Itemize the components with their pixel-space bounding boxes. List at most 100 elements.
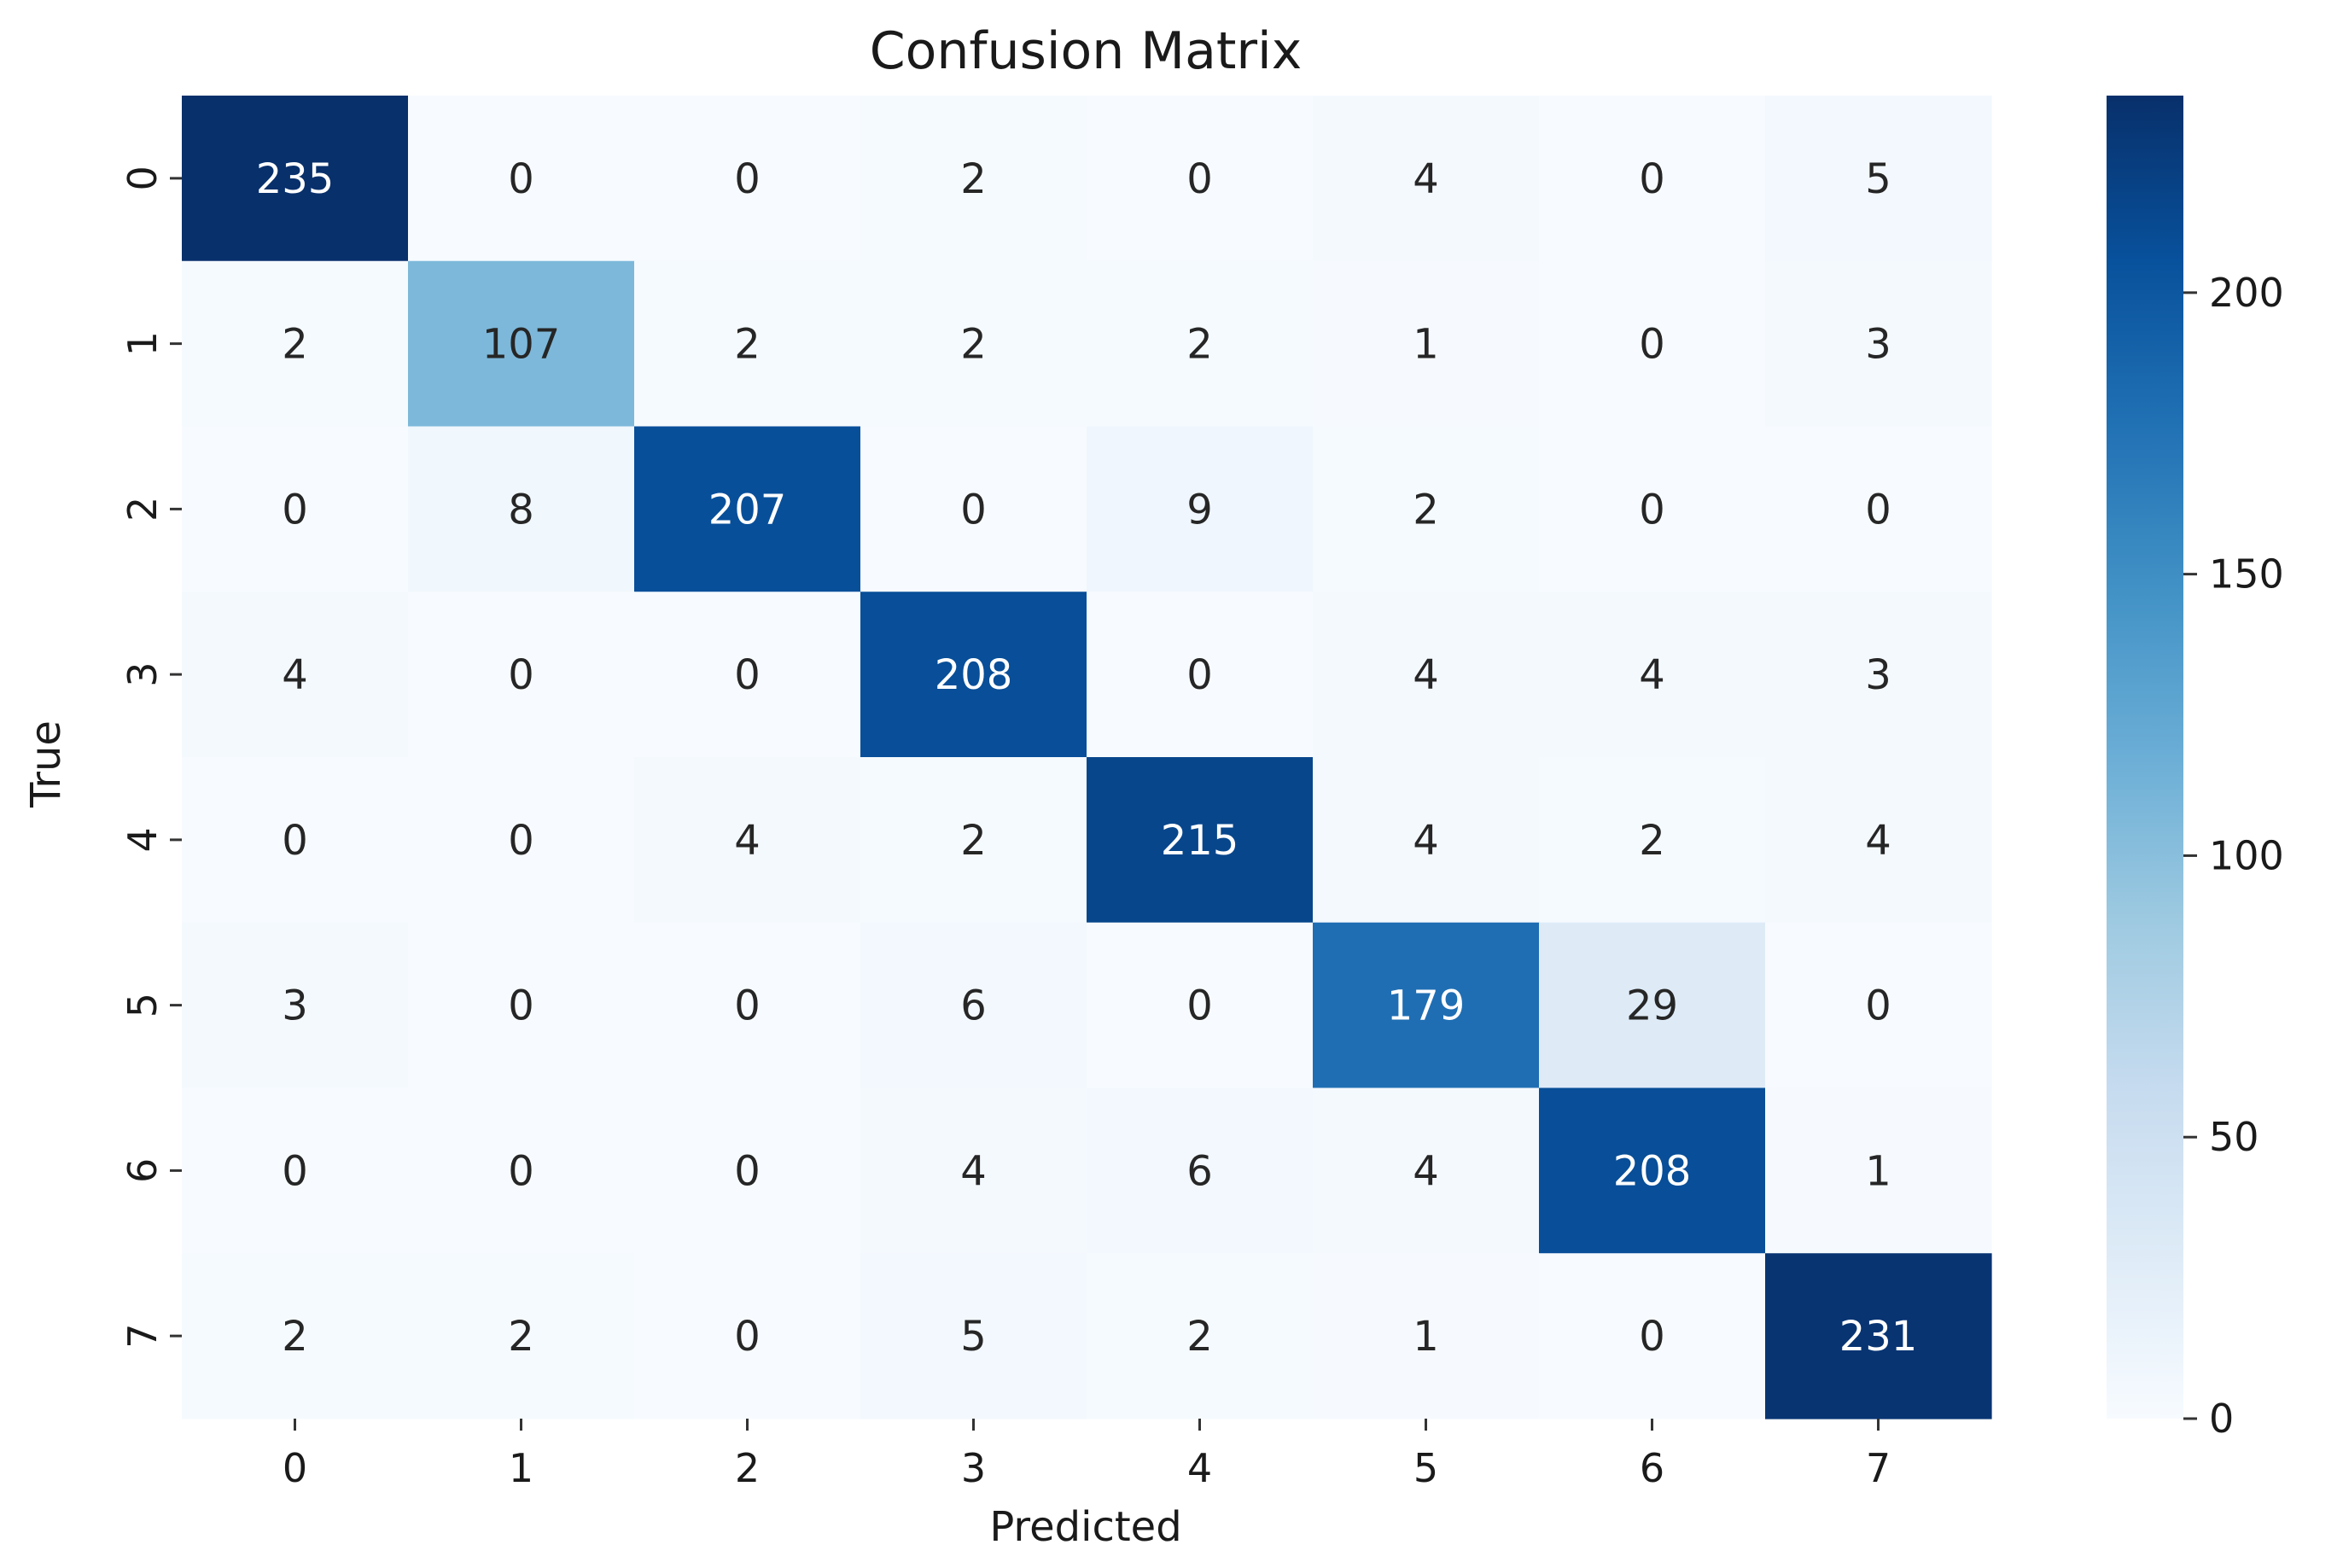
- x-tick-label-0: 0: [283, 1445, 307, 1491]
- heatmap-cell-r0-c4: [1087, 96, 1314, 262]
- heatmap-cell-r5-c0: [182, 922, 409, 1089]
- cell-value-r3-c7: 3: [1865, 651, 1891, 699]
- y-axis-label: True: [22, 720, 70, 808]
- heatmap-cell-r0-c7: [1765, 96, 1992, 262]
- cell-value-r6-c4: 6: [1186, 1147, 1213, 1195]
- heatmap-cell-r0-c6: [1539, 96, 1766, 262]
- heatmap-cell-r1-c4: [1087, 260, 1314, 428]
- heatmap-cell-r2-c6: [1539, 426, 1766, 592]
- x-tick-label-2: 2: [735, 1445, 760, 1491]
- heatmap-cell-r4-c7: [1765, 757, 1992, 924]
- heatmap-cell-r4-c3: [860, 757, 1087, 924]
- heatmap-cell-r1-c7: [1765, 260, 1992, 428]
- heatmap-cell-r1-c1: [408, 260, 635, 428]
- cell-value-r4-c1: 0: [508, 817, 534, 865]
- y-tick-label-2: 2: [119, 497, 166, 522]
- y-axis: 0 1 2 3 4 5 6 7: [119, 166, 182, 1349]
- cell-value-r2-c5: 2: [1413, 486, 1439, 533]
- cell-value-r0-c0: 235: [256, 155, 335, 203]
- chart-title: Confusion Matrix: [870, 21, 1302, 81]
- heatmap-cell-r3-c6: [1539, 592, 1766, 758]
- cell-value-r5-c0: 3: [282, 982, 308, 1030]
- cell-value-r1-c6: 0: [1639, 321, 1665, 369]
- heatmap-cell-r1-c3: [860, 260, 1087, 428]
- cell-value-r5-c3: 6: [960, 982, 987, 1030]
- heatmap-cell-r2-c4: [1087, 426, 1314, 592]
- cell-value-r0-c4: 0: [1186, 155, 1213, 203]
- cell-value-r7-c4: 2: [1186, 1313, 1213, 1361]
- cell-value-r2-c3: 0: [960, 486, 987, 533]
- cell-value-r3-c0: 4: [282, 651, 308, 699]
- heatmap-cell-r2-c1: [408, 426, 635, 592]
- cell-value-r0-c7: 5: [1865, 155, 1891, 203]
- heatmap-cell-r4-c1: [408, 757, 635, 924]
- heatmap-cell-r5-c2: [634, 922, 861, 1089]
- y-tick-label-1: 1: [119, 331, 166, 356]
- x-tick-label-3: 3: [961, 1445, 986, 1491]
- heatmap-cell-r7-c0: [182, 1253, 409, 1419]
- heatmap-cell-r6-c3: [860, 1087, 1087, 1254]
- heatmap-cell-r4-c5: [1313, 757, 1540, 924]
- cell-value-r1-c1: 107: [482, 321, 561, 369]
- cell-value-r5-c4: 0: [1186, 982, 1213, 1030]
- heatmap-cell-r7-c1: [408, 1253, 635, 1419]
- heatmap-cell-r3-c5: [1313, 592, 1540, 758]
- heatmap-cell-r2-c7: [1765, 426, 1992, 592]
- heatmap-cell-r3-c2: [634, 592, 861, 758]
- cell-value-r6-c3: 4: [960, 1147, 987, 1195]
- heatmap-cell-r6-c2: [634, 1087, 861, 1254]
- heatmap-cell-r3-c7: [1765, 592, 1992, 758]
- cell-value-r5-c1: 0: [508, 982, 534, 1030]
- heatmap-cell-r1-c0: [182, 260, 409, 428]
- cell-value-r2-c0: 0: [282, 486, 308, 533]
- cell-value-r6-c2: 0: [734, 1147, 761, 1195]
- cell-value-r5-c7: 0: [1865, 982, 1891, 1030]
- cell-value-r3-c4: 0: [1186, 651, 1213, 699]
- cell-value-r1-c7: 3: [1865, 321, 1891, 369]
- heatmap-cell-r7-c4: [1087, 1253, 1314, 1419]
- heatmap-cell-r4-c6: [1539, 757, 1766, 924]
- heatmap-cell-r6-c1: [408, 1087, 635, 1254]
- heatmap-cell-r4-c0: [182, 757, 409, 924]
- heatmap-cell-r3-c1: [408, 592, 635, 758]
- cell-value-r3-c1: 0: [508, 651, 534, 699]
- heatmap-cell-r0-c1: [408, 96, 635, 262]
- y-tick-label-3: 3: [119, 662, 166, 686]
- heatmap-cell-r4-c4: [1087, 757, 1314, 924]
- colorbar-tick-label-1: 50: [2209, 1114, 2259, 1160]
- cell-value-r1-c5: 1: [1413, 321, 1439, 369]
- cell-value-r4-c5: 4: [1413, 817, 1439, 865]
- cell-value-r1-c2: 2: [734, 321, 761, 369]
- cell-value-r3-c5: 4: [1413, 651, 1439, 699]
- y-tick-label-5: 5: [119, 993, 166, 1017]
- heatmap-cell-r1-c2: [634, 260, 861, 428]
- x-tick-label-1: 1: [509, 1445, 533, 1491]
- colorbar-tick-label-2: 100: [2209, 832, 2284, 878]
- cell-value-r5-c2: 0: [734, 982, 761, 1030]
- cell-value-r4-c2: 4: [734, 817, 761, 865]
- heatmap-cell-r6-c7: [1765, 1087, 1992, 1254]
- cell-value-r1-c3: 2: [960, 321, 987, 369]
- cell-value-r6-c0: 0: [282, 1147, 308, 1195]
- x-tick-label-4: 4: [1187, 1445, 1212, 1491]
- heatmap-cell-r3-c0: [182, 592, 409, 758]
- heatmap-cell-r7-c2: [634, 1253, 861, 1419]
- heatmap-cell-r3-c4: [1087, 592, 1314, 758]
- heatmap-cell-r3-c3: [860, 592, 1087, 758]
- heatmap-cell-r1-c5: [1313, 260, 1540, 428]
- x-tick-label-6: 6: [1640, 1445, 1664, 1491]
- heatmap-cell-r0-c2: [634, 96, 861, 262]
- colorbar-tick-label-4: 200: [2209, 270, 2284, 316]
- cell-value-r2-c6: 0: [1639, 486, 1665, 533]
- cell-value-r0-c3: 2: [960, 155, 987, 203]
- heatmap-cell-r0-c5: [1313, 96, 1540, 262]
- heatmap-cell-r5-c1: [408, 922, 635, 1089]
- heatmap-cell-r6-c0: [182, 1087, 409, 1254]
- cell-value-r7-c5: 1: [1413, 1313, 1439, 1361]
- cell-value-r4-c6: 2: [1639, 817, 1665, 865]
- y-tick-label-6: 6: [119, 1158, 166, 1183]
- heatmap-cell-r5-c7: [1765, 922, 1992, 1089]
- heatmap-cell-r7-c3: [860, 1253, 1087, 1419]
